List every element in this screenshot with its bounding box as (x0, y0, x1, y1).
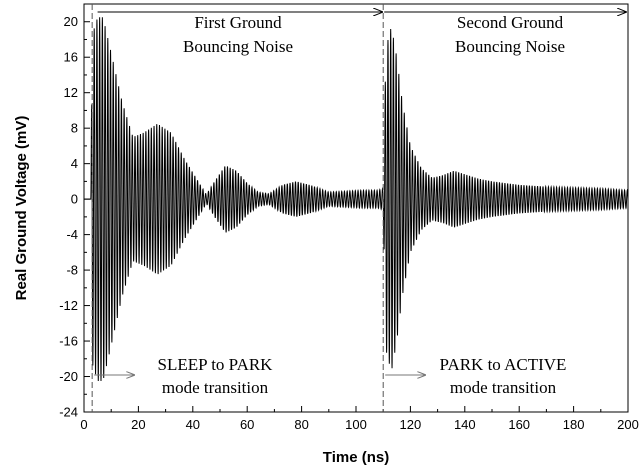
x-tick-label: 200 (617, 417, 639, 432)
y-tick-label: 8 (71, 121, 78, 136)
x-axis-ticks: 0 20 40 60 80 100 120 140 160 180 200 (80, 406, 639, 432)
x-axis-title: Time (ns) (323, 449, 389, 466)
y-tick-label: 0 (71, 192, 78, 207)
x-tick-label: 140 (454, 417, 476, 432)
y-tick-label: -24 (59, 405, 78, 420)
second-transition-label-line2: mode transition (450, 378, 557, 397)
x-tick-label: 160 (508, 417, 530, 432)
x-tick-label: 0 (80, 417, 87, 432)
y-tick-label: -4 (66, 227, 78, 242)
y-tick-label: 20 (64, 14, 78, 29)
x-tick-label: 80 (294, 417, 308, 432)
x-tick-label: 20 (131, 417, 145, 432)
x-tick-label: 180 (563, 417, 585, 432)
x-tick-label: 120 (400, 417, 422, 432)
y-tick-label: -8 (66, 263, 78, 278)
y-axis-title: Real Ground Voltage (mV) (13, 116, 30, 301)
first-transition-label-line1: SLEEP to PARK (158, 355, 274, 374)
y-tick-label: -12 (59, 298, 78, 313)
y-tick-label: -16 (59, 334, 78, 349)
second-region-label-line2: Bouncing Noise (455, 37, 565, 56)
second-region-label-line1: Second Ground (457, 13, 564, 32)
noise-waveform-line (84, 17, 629, 381)
y-tick-label: 16 (64, 50, 78, 65)
y-tick-label: 12 (64, 85, 78, 100)
first-region-label-line2: Bouncing Noise (183, 37, 293, 56)
second-transition-label-line1: PARK to ACTIVE (440, 355, 567, 374)
x-tick-label: 40 (186, 417, 200, 432)
y-axis-ticks: -24 -20 -16 -12 -8 -4 0 4 8 12 16 20 (59, 3, 90, 420)
y-tick-label: -20 (59, 369, 78, 384)
first-region-label-line1: First Ground (194, 13, 282, 32)
x-tick-label: 60 (240, 417, 254, 432)
first-transition-label-line2: mode transition (162, 378, 269, 397)
y-tick-label: 4 (71, 156, 78, 171)
x-tick-label: 100 (345, 417, 367, 432)
